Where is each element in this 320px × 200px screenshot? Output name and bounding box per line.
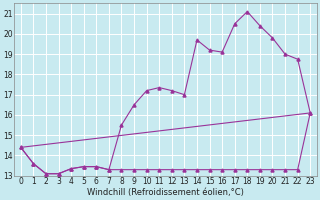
X-axis label: Windchill (Refroidissement éolien,°C): Windchill (Refroidissement éolien,°C) bbox=[87, 188, 244, 197]
